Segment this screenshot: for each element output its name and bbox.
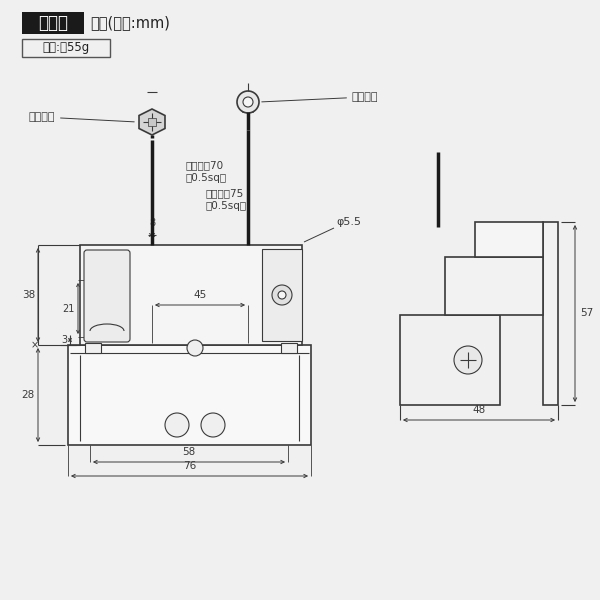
Bar — [281, 343, 297, 353]
Bar — [148, 118, 156, 126]
Text: 58: 58 — [182, 447, 196, 457]
Text: コード長70
（0.5sq）: コード長70 （0.5sq） — [185, 160, 226, 183]
Bar — [22, 39, 110, 57]
FancyBboxPatch shape — [84, 250, 130, 342]
Text: 丸型端子: 丸型端子 — [262, 92, 379, 102]
Bar — [543, 222, 558, 405]
Circle shape — [243, 97, 253, 107]
Text: コード長75
（0.5sq）: コード長75 （0.5sq） — [205, 188, 246, 211]
Text: 3: 3 — [61, 335, 67, 345]
Text: 圧着端子: 圧着端子 — [29, 112, 134, 122]
Bar — [400, 315, 500, 405]
Circle shape — [201, 413, 225, 437]
Polygon shape — [139, 109, 165, 135]
Circle shape — [237, 91, 259, 113]
Bar — [80, 245, 302, 345]
Circle shape — [454, 346, 482, 374]
Text: 概寸(単位:mm): 概寸(単位:mm) — [90, 16, 170, 31]
Bar — [68, 345, 311, 445]
Text: 76: 76 — [183, 461, 196, 471]
Polygon shape — [239, 105, 257, 112]
Bar — [445, 257, 543, 315]
Bar — [85, 343, 101, 353]
Text: 21: 21 — [62, 304, 75, 313]
Circle shape — [165, 413, 189, 437]
Bar — [22, 12, 84, 34]
Circle shape — [278, 291, 286, 299]
Bar — [475, 222, 543, 257]
Text: 28: 28 — [22, 390, 35, 400]
Bar — [262, 249, 302, 341]
Text: 8: 8 — [149, 218, 155, 228]
Text: φ5.5: φ5.5 — [336, 217, 361, 227]
Text: 57: 57 — [580, 308, 593, 319]
Circle shape — [272, 285, 292, 305]
Text: 48: 48 — [472, 405, 485, 415]
Text: ×: × — [31, 340, 39, 350]
Text: 38: 38 — [22, 290, 35, 300]
Text: 重量:約55g: 重量:約55g — [43, 41, 89, 55]
Circle shape — [187, 340, 203, 356]
Text: 寸　法: 寸 法 — [38, 14, 68, 32]
Text: 45: 45 — [193, 290, 206, 300]
